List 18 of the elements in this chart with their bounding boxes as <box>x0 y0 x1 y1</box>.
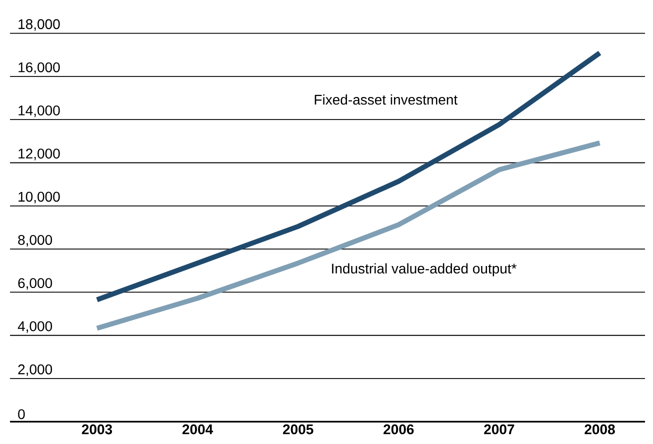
x-tick-label: 2008 <box>584 424 615 434</box>
y-tick-label: 14,000 <box>18 105 60 118</box>
y-tick-label: 6,000 <box>18 278 52 290</box>
x-tick-label: 2007 <box>484 424 514 434</box>
y-tick-label: 4,000 <box>18 321 52 333</box>
text: Fixed-asset investment <box>314 94 458 105</box>
x-tick-label: 2003 <box>82 424 112 434</box>
y-tick-label: 16,000 <box>18 62 60 74</box>
y-tick-label: 12,000 <box>18 148 60 160</box>
series-label: Industrial value-added output* <box>332 263 517 276</box>
x-tick-label: 2005 <box>283 424 314 434</box>
y-tick-label: 18,000 <box>18 19 60 31</box>
y-tick-label: 10,000 <box>18 192 60 204</box>
y-tick-label: 2,000 <box>18 364 52 376</box>
x-tick-label: 2004 <box>182 424 214 434</box>
x-tick-label: 2006 <box>384 424 414 434</box>
y-tick-label: 8,000 <box>18 234 52 247</box>
y-tick-label: 0 <box>18 409 25 420</box>
